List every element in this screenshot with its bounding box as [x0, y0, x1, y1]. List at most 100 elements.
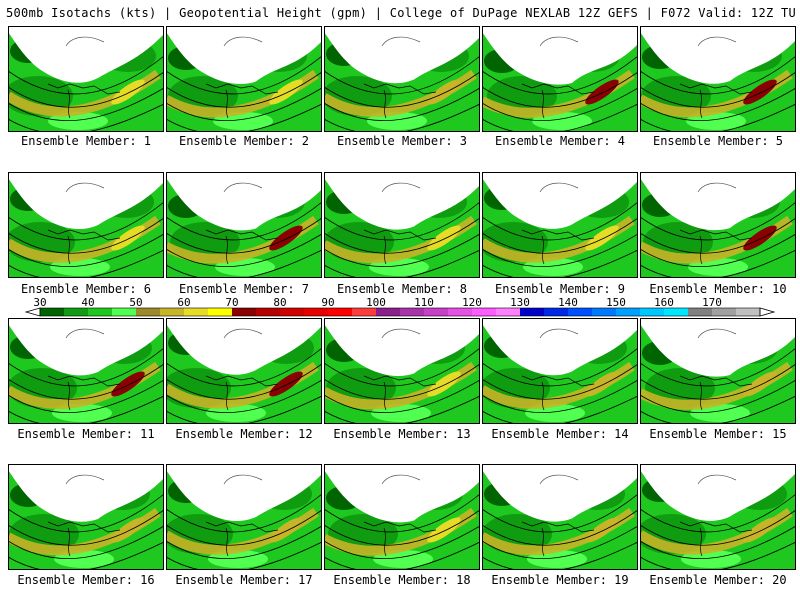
ensemble-panel: [640, 318, 796, 424]
isotach-map: [640, 464, 796, 570]
colorbar-tick-label: 50: [129, 296, 142, 309]
ensemble-panel: [482, 26, 638, 132]
colorbar-swatch: [208, 308, 233, 316]
ensemble-panel: [324, 464, 480, 570]
ensemble-panel: [166, 26, 322, 132]
isotach-map: [482, 172, 638, 278]
isotach-map: [324, 172, 480, 278]
isotach-map: [166, 172, 322, 278]
colorbar-right-arrow: [759, 307, 776, 317]
colorbar-swatch: [184, 308, 209, 316]
colorbar-swatch: [616, 308, 641, 316]
ensemble-panel: [8, 464, 164, 570]
colorbar-swatch: [256, 308, 281, 316]
ensemble-panel: [482, 464, 638, 570]
ensemble-member-label: Ensemble Member: 16: [17, 573, 155, 587]
isotach-map: [482, 464, 638, 570]
ensemble-panel: [8, 26, 164, 132]
chart-title: 500mb Isotachs (kts) | Geopotential Heig…: [6, 6, 796, 20]
isotach-map: [166, 464, 322, 570]
isotach-map: [640, 26, 796, 132]
ensemble-panel: [640, 26, 796, 132]
colorbar-swatch: [160, 308, 185, 316]
colorbar-left-arrow: [24, 307, 41, 317]
colorbar-swatch: [424, 308, 449, 316]
ensemble-member-label: Ensemble Member: 8: [336, 282, 468, 296]
ensemble-member-label: Ensemble Member: 2: [178, 134, 310, 148]
ensemble-member-label: Ensemble Member: 10: [649, 282, 787, 296]
colorbar-tick-label: 80: [273, 296, 286, 309]
colorbar-swatch: [712, 308, 737, 316]
colorbar-tick-label: 110: [414, 296, 434, 309]
isotach-map: [8, 26, 164, 132]
isotach-map: [482, 26, 638, 132]
colorbar-swatch: [136, 308, 161, 316]
colorbar-tick-label: 90: [321, 296, 334, 309]
colorbar-tick-label: 160: [654, 296, 674, 309]
isotach-map: [8, 172, 164, 278]
ensemble-panel: [324, 26, 480, 132]
isotach-map: [640, 172, 796, 278]
ensemble-member-label: Ensemble Member: 12: [175, 427, 313, 441]
ensemble-member-label: Ensemble Member: 5: [652, 134, 784, 148]
isotach-colorbar: 30 40 50 60 70 80 90 100 110 120 130 140 150 160 170: [24, 296, 776, 317]
ensemble-member-label: Ensemble Member: 15: [649, 427, 787, 441]
colorbar-swatch: [472, 308, 497, 316]
colorbar-tick-label: 70: [225, 296, 238, 309]
colorbar-swatch: [112, 308, 137, 316]
ensemble-member-label: Ensemble Member: 13: [333, 427, 471, 441]
colorbar-tick-label: 170: [702, 296, 722, 309]
ensemble-panel: [482, 172, 638, 278]
colorbar-swatch: [496, 308, 521, 316]
colorbar-swatch: [736, 308, 761, 316]
colorbar-swatch: [592, 308, 617, 316]
ensemble-member-label: Ensemble Member: 14: [491, 427, 629, 441]
isotach-map: [166, 26, 322, 132]
colorbar-swatch: [376, 308, 401, 316]
colorbar-swatch: [544, 308, 569, 316]
isotach-map: [8, 464, 164, 570]
ensemble-panel: [324, 318, 480, 424]
colorbar-swatch: [304, 308, 329, 316]
isotach-map: [640, 318, 796, 424]
ensemble-member-label: Ensemble Member: 19: [491, 573, 629, 587]
colorbar-swatch: [280, 308, 305, 316]
colorbar-tick-label: 140: [558, 296, 578, 309]
colorbar-swatch: [400, 308, 425, 316]
ensemble-panel: [640, 172, 796, 278]
colorbar-tick-label: 30: [33, 296, 46, 309]
colorbar-swatch: [352, 308, 377, 316]
colorbar-tick-label: 100: [366, 296, 386, 309]
ensemble-member-label: Ensemble Member: 1: [20, 134, 152, 148]
ensemble-member-label: Ensemble Member: 6: [20, 282, 152, 296]
isotach-map: [324, 464, 480, 570]
colorbar-swatch: [640, 308, 665, 316]
colorbar-swatch: [520, 308, 545, 316]
colorbar-swatch: [568, 308, 593, 316]
colorbar-tick-label: 60: [177, 296, 190, 309]
ensemble-member-label: Ensemble Member: 18: [333, 573, 471, 587]
isotach-map: [324, 318, 480, 424]
ensemble-panel: [8, 172, 164, 278]
isotach-map: [482, 318, 638, 424]
ensemble-member-label: Ensemble Member: 9: [494, 282, 626, 296]
colorbar-swatch: [232, 308, 257, 316]
ensemble-panel: [640, 464, 796, 570]
colorbar-swatch: [448, 308, 473, 316]
ensemble-member-label: Ensemble Member: 20: [649, 573, 787, 587]
ensemble-panel: [166, 172, 322, 278]
ensemble-member-label: Ensemble Member: 4: [494, 134, 626, 148]
colorbar-swatch: [88, 308, 113, 316]
colorbar-swatch: [688, 308, 713, 316]
ensemble-panel: [8, 318, 164, 424]
isotach-map: [8, 318, 164, 424]
colorbar-tick-label: 40: [81, 296, 94, 309]
colorbar-tick-label: 130: [510, 296, 530, 309]
colorbar-tick-label: 120: [462, 296, 482, 309]
ensemble-panel: [166, 464, 322, 570]
ensemble-panel: [166, 318, 322, 424]
ensemble-member-label: Ensemble Member: 11: [17, 427, 155, 441]
ensemble-member-label: Ensemble Member: 3: [336, 134, 468, 148]
isotach-map: [166, 318, 322, 424]
ensemble-panel: [324, 172, 480, 278]
